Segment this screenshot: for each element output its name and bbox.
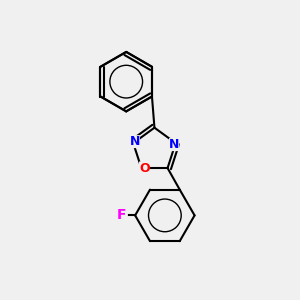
- Text: N: N: [169, 138, 179, 151]
- Text: N: N: [130, 135, 140, 148]
- Text: O: O: [139, 161, 150, 175]
- Text: F: F: [117, 208, 127, 222]
